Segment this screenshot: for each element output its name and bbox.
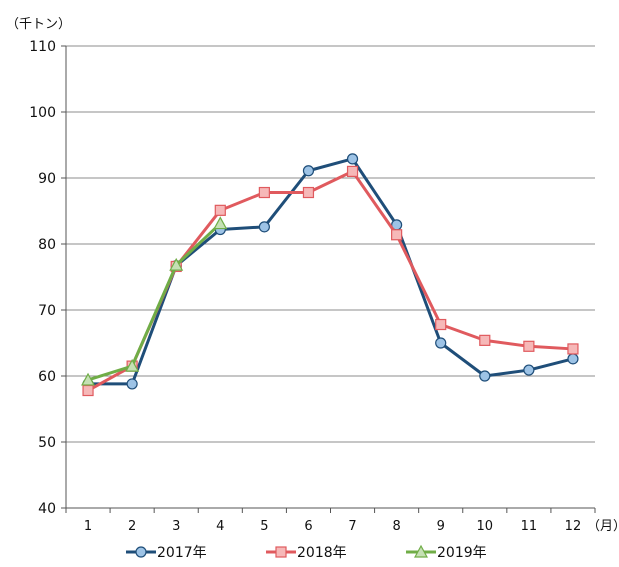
x-tick-label: 6 bbox=[304, 519, 312, 534]
data-point bbox=[346, 153, 359, 165]
series-line bbox=[88, 157, 574, 386]
data-point bbox=[567, 343, 579, 355]
data-point bbox=[391, 229, 403, 241]
data-point bbox=[302, 186, 315, 199]
y-tick-label: 100 bbox=[29, 105, 56, 121]
legend-item: 2017年 bbox=[126, 545, 207, 561]
y-tick-label: 40 bbox=[38, 501, 56, 517]
x-axis-unit-label: （月） bbox=[587, 519, 619, 534]
x-tick-label: 7 bbox=[348, 519, 356, 534]
data-point bbox=[479, 370, 491, 382]
x-tick-label: 10 bbox=[477, 519, 494, 534]
y-tick-label: 90 bbox=[38, 171, 56, 187]
legend-label: 2019年 bbox=[437, 545, 487, 561]
data-point bbox=[567, 353, 579, 365]
data-point bbox=[435, 337, 447, 349]
x-tick-label: 11 bbox=[521, 519, 538, 534]
series-2019年 bbox=[81, 216, 228, 386]
data-point bbox=[258, 186, 270, 199]
x-tick-label: 1 bbox=[84, 519, 92, 534]
legend-item: 2019年 bbox=[406, 544, 487, 561]
legend-marker bbox=[135, 546, 147, 558]
legend-marker bbox=[413, 544, 429, 558]
legend-item: 2018年 bbox=[266, 545, 347, 561]
data-point bbox=[479, 334, 491, 346]
y-tick-label: 50 bbox=[38, 435, 56, 451]
legend-marker bbox=[275, 546, 287, 558]
x-tick-label: 4 bbox=[216, 519, 224, 534]
x-tick-label: 9 bbox=[437, 519, 445, 534]
series-line bbox=[87, 222, 222, 382]
data-point bbox=[214, 204, 226, 216]
legend-label: 2018年 bbox=[297, 545, 347, 561]
series-2018年 bbox=[82, 165, 579, 397]
data-point bbox=[523, 364, 535, 376]
x-tick-label: 8 bbox=[392, 519, 400, 534]
data-point bbox=[126, 378, 138, 390]
data-point bbox=[125, 358, 140, 372]
legend-label: 2017年 bbox=[157, 545, 207, 561]
series-2017年 bbox=[82, 153, 579, 390]
y-tick-label: 110 bbox=[29, 39, 56, 55]
data-point bbox=[435, 318, 447, 331]
data-point bbox=[81, 372, 96, 386]
data-point bbox=[302, 165, 315, 177]
data-point bbox=[213, 216, 228, 230]
data-point bbox=[258, 221, 270, 233]
series-line bbox=[87, 169, 574, 392]
y-tick-label: 80 bbox=[38, 237, 56, 253]
series-lines bbox=[81, 153, 579, 397]
legend: 2017年 2018年 2019年 bbox=[126, 544, 487, 561]
y-axis-unit-label: （千トン） bbox=[6, 17, 71, 32]
x-tick-label: 2 bbox=[128, 519, 136, 534]
data-point bbox=[82, 384, 94, 397]
y-tick-label: 60 bbox=[38, 369, 56, 385]
x-tick-label: 3 bbox=[172, 519, 180, 534]
data-point bbox=[346, 165, 359, 177]
data-point bbox=[523, 340, 535, 352]
x-tick-label: 12 bbox=[565, 519, 582, 534]
gridlines bbox=[66, 45, 595, 443]
data-point bbox=[169, 257, 184, 271]
x-tick-label: 5 bbox=[260, 519, 268, 534]
y-tick-label: 70 bbox=[38, 303, 56, 319]
